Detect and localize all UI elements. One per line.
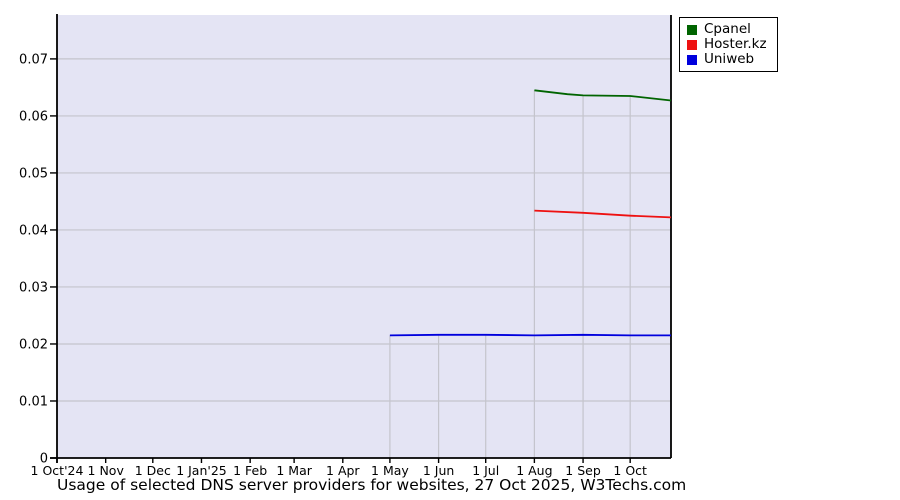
y-axis-tick-label: 0.04 <box>19 223 48 238</box>
y-axis-tick-label: 0.07 <box>19 52 48 67</box>
legend-swatch-hoster-kz <box>687 39 697 50</box>
y-axis-tick-label: 0.03 <box>19 280 48 295</box>
series-line-hoster-kz <box>534 209 672 219</box>
x-axis-tick-label: 1 Mar <box>276 463 312 478</box>
x-axis-tick-label: 1 Jun <box>423 463 454 478</box>
legend-swatch-uniweb <box>687 54 697 65</box>
legend-label-cpanel: Cpanel <box>704 21 751 37</box>
plot-area <box>57 15 671 458</box>
y-axis-tick-label: 0.06 <box>19 109 48 124</box>
x-axis-tick-label: 1 May <box>371 463 409 478</box>
x-axis-tick-label: 1 Aug <box>516 463 552 478</box>
x-axis-tick-label: 1 Feb <box>233 463 267 478</box>
y-axis-tick-label: 0 <box>40 452 48 467</box>
legend-label-uniweb: Uniweb <box>704 51 755 67</box>
x-axis-tick-label: 1 Jul <box>472 463 499 478</box>
legend-swatch-cpanel <box>687 24 697 35</box>
chart-title: Usage of selected DNS server providers f… <box>57 476 687 494</box>
x-axis-tick-label: 1 Oct <box>613 463 647 478</box>
legend-item-hoster-kz: Hoster.kz <box>687 37 767 52</box>
series-line-uniweb <box>389 333 671 337</box>
legend-item-cpanel: Cpanel <box>687 22 767 37</box>
legend-label-hoster-kz: Hoster.kz <box>704 36 767 52</box>
legend: Cpanel Hoster.kz Uniweb <box>679 17 778 72</box>
series-line-cpanel <box>534 89 672 102</box>
x-axis-tick-label: 1 Oct'24 <box>31 463 84 478</box>
x-axis-tick-label: 1 Nov <box>88 463 125 478</box>
x-axis-tick-label: 1 Dec <box>135 463 171 478</box>
legend-item-uniweb: Uniweb <box>687 52 767 67</box>
y-axis-tick-label: 0.02 <box>19 337 48 352</box>
x-axis-tick-label: 1 Sep <box>565 463 601 478</box>
y-axis-tick-label: 0.01 <box>19 394 48 409</box>
y-axis-tick-label: 0.05 <box>19 166 48 181</box>
x-axis-tick-label: 1 Jan'25 <box>176 463 227 478</box>
x-axis-tick-label: 1 Apr <box>326 463 360 478</box>
